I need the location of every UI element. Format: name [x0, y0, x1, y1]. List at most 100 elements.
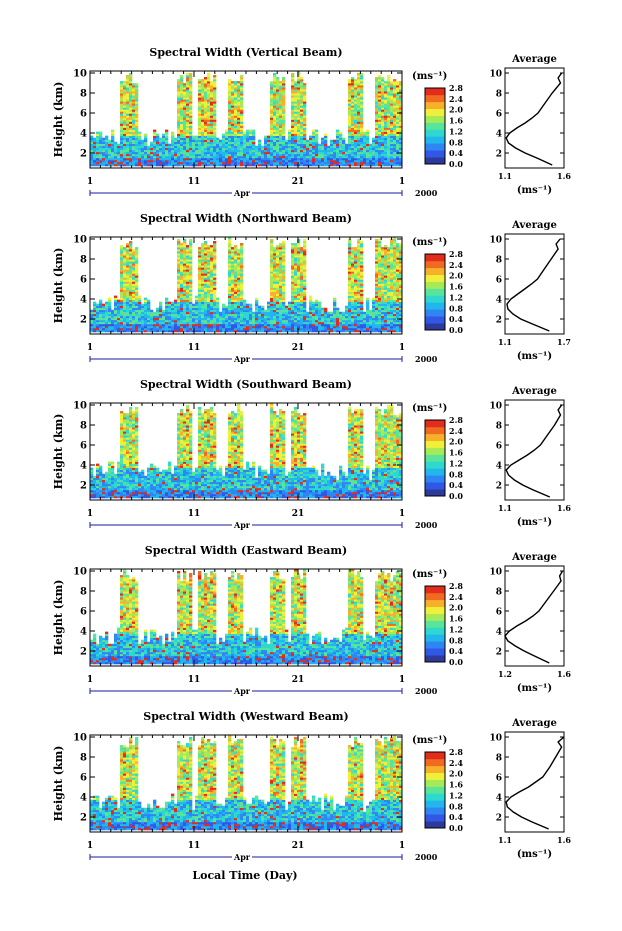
heatmap-cell	[213, 249, 217, 252]
heatmap-cell	[234, 161, 238, 165]
heatmap-cell	[294, 317, 298, 321]
heatmap-cell	[123, 325, 127, 329]
heatmap-cell	[159, 311, 163, 315]
heatmap-cell	[240, 245, 244, 248]
heatmap-cell	[195, 307, 199, 311]
heatmap-cell	[186, 157, 190, 161]
heatmap-cell	[129, 325, 133, 329]
heatmap-cell	[144, 301, 148, 304]
heatmap-cell	[135, 301, 139, 304]
heatmap-cell	[102, 317, 106, 321]
heatmap-cell	[126, 287, 130, 290]
heatmap-cell	[357, 85, 361, 88]
heatmap-cell	[336, 131, 340, 134]
heatmap-cell	[348, 87, 352, 90]
heatmap-cell	[351, 87, 355, 90]
heatmap-cell	[207, 107, 211, 110]
heatmap-cell	[135, 115, 139, 118]
heatmap-cell	[270, 297, 274, 300]
heatmap-cell	[186, 133, 190, 136]
heatmap-cell	[258, 305, 262, 309]
heatmap-cell	[213, 137, 217, 141]
heatmap-cell	[156, 327, 160, 331]
heatmap-cell	[276, 143, 280, 147]
heatmap-cell	[234, 299, 238, 302]
heatmap-cell	[336, 145, 340, 149]
heatmap-cell	[234, 117, 238, 120]
heatmap-cell	[282, 313, 286, 317]
heatmap-cell	[360, 151, 364, 155]
heatmap-cell	[267, 151, 271, 155]
heatmap-cell	[279, 83, 283, 86]
heatmap-cell	[399, 119, 403, 122]
heatmap-cell	[354, 121, 358, 124]
heatmap-cell	[273, 115, 277, 118]
heatmap-cell	[141, 139, 145, 143]
heatmap-cell	[144, 151, 148, 155]
heatmap-cell	[249, 141, 253, 145]
heatmap-cell	[240, 265, 244, 268]
heatmap-cell	[375, 125, 379, 128]
heatmap-cell	[216, 297, 220, 300]
heatmap-cell	[126, 135, 130, 138]
heatmap-cell	[297, 245, 301, 248]
heatmap-cell	[300, 95, 304, 98]
heatmap-cell	[144, 313, 148, 317]
heatmap-cell	[324, 155, 328, 159]
heatmap-cell	[129, 247, 133, 250]
heatmap-cell	[345, 143, 349, 147]
heatmap-cell	[153, 327, 157, 331]
heatmap-cell	[177, 153, 181, 157]
heatmap-cell	[183, 313, 187, 317]
heatmap-cell	[291, 249, 295, 252]
heatmap-cell	[264, 313, 268, 317]
heatmap-cell	[213, 153, 217, 157]
heatmap-cell	[246, 309, 250, 313]
heatmap-cell	[381, 155, 385, 159]
heatmap-cell	[213, 307, 217, 311]
heatmap-cell	[222, 135, 226, 138]
heatmap-cell	[141, 149, 145, 153]
heatmap-cell	[297, 287, 301, 290]
heatmap-cell	[294, 259, 298, 262]
heatmap-cell	[159, 329, 163, 333]
heatmap-cell	[150, 323, 154, 327]
heatmap-cell	[324, 147, 328, 151]
heatmap-cell	[102, 141, 106, 145]
heatmap-cell	[234, 251, 238, 254]
heatmap-cell	[300, 109, 304, 112]
heatmap-cell	[210, 125, 214, 128]
heatmap-cell	[129, 313, 133, 317]
heatmap-cell	[186, 303, 190, 307]
heatmap-cell	[129, 83, 133, 86]
heatmap-cell	[264, 327, 268, 331]
heatmap-cell	[186, 139, 190, 143]
heatmap-cell	[267, 313, 271, 317]
heatmap-cell	[300, 251, 304, 254]
heatmap-cell	[204, 105, 208, 108]
heatmap-cell	[213, 279, 217, 282]
heatmap-cell	[294, 83, 298, 86]
heatmap-cell	[105, 301, 109, 304]
heatmap-cell	[186, 75, 190, 78]
heatmap-cell	[297, 109, 301, 112]
heatmap-cell	[177, 125, 181, 128]
heatmap-cell	[237, 259, 241, 262]
heatmap-cell	[129, 319, 133, 323]
heatmap-cell	[120, 247, 124, 250]
heatmap-cell	[171, 139, 175, 143]
heatmap-cell	[318, 153, 322, 157]
heatmap-cell	[186, 285, 190, 288]
average-y-tick-label: 4	[496, 130, 502, 140]
heatmap-cell	[279, 301, 283, 304]
heatmap-cell	[270, 279, 274, 282]
heatmap-cell	[168, 329, 172, 333]
heatmap-cell	[348, 133, 352, 136]
heatmap-cell	[210, 127, 214, 130]
heatmap-cell	[399, 135, 403, 138]
heatmap-cell	[369, 149, 373, 153]
heatmap-cell	[297, 259, 301, 262]
heatmap-cell	[309, 145, 313, 149]
heatmap-cell	[297, 261, 301, 264]
heatmap-cell	[237, 275, 241, 278]
